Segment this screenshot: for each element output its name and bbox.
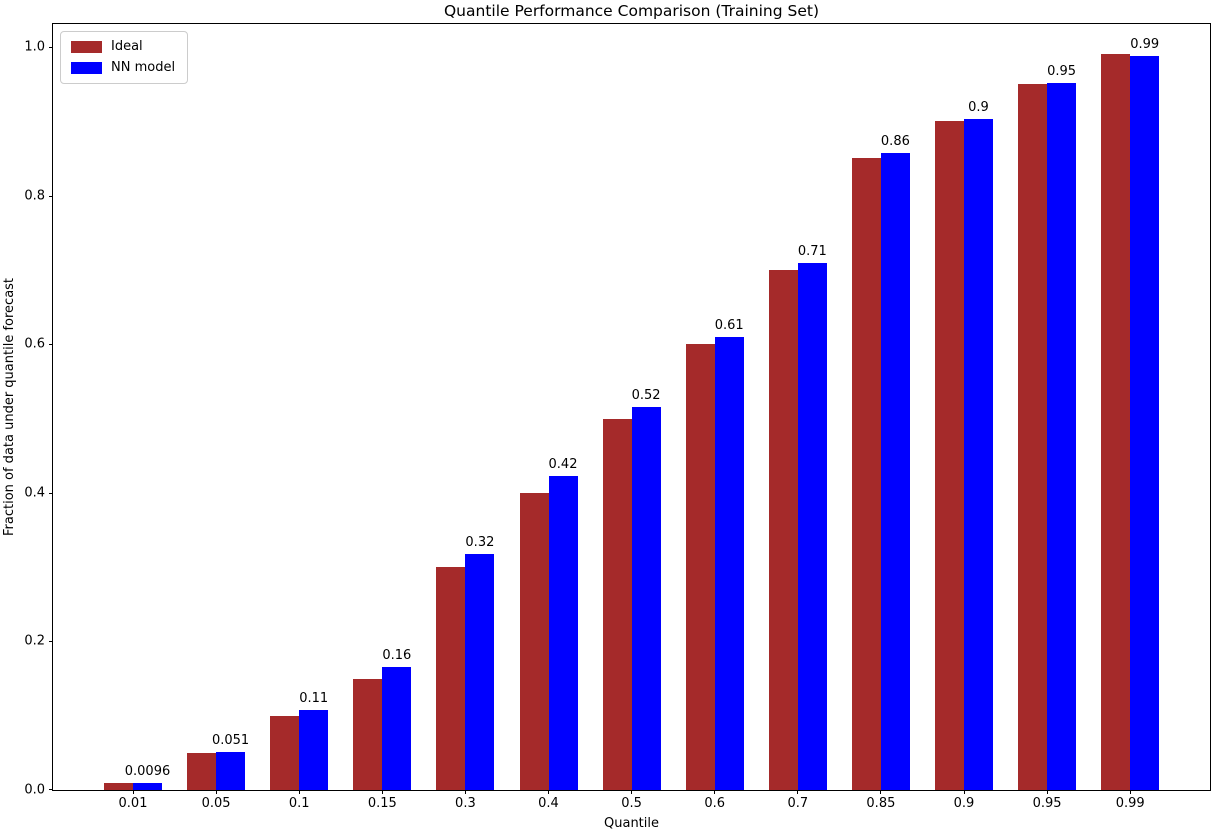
bar-value-label: 0.71 xyxy=(797,244,827,260)
x-axis-label: Quantile xyxy=(604,816,659,831)
bar-value-label: 0.9 xyxy=(968,100,989,116)
y-tick-label: 0.8 xyxy=(24,188,45,204)
x-tick-mark xyxy=(797,790,799,794)
bar-value-label: 0.99 xyxy=(1130,36,1160,52)
bar-ideal-0.9 xyxy=(935,121,964,790)
bar-nn-model-0.99 xyxy=(1130,55,1160,790)
bar-value-label: 0.95 xyxy=(1047,64,1077,80)
y-tick-mark xyxy=(49,789,53,790)
y-tick-mark xyxy=(49,47,53,48)
bar-ideal-0.6 xyxy=(685,344,715,790)
bar-ideal-0.5 xyxy=(602,418,632,790)
bar-ideal-0.3 xyxy=(436,567,466,790)
bar-nn-model-0.05 xyxy=(216,752,246,790)
bar-nn-model-0.4 xyxy=(548,475,578,790)
bar-ideal-0.4 xyxy=(519,492,549,790)
y-tick-label: 0.0 xyxy=(24,782,45,798)
x-tick-label: 0.1 xyxy=(288,796,310,811)
x-tick-label: 0.01 xyxy=(118,796,148,811)
x-tick-label: 0.5 xyxy=(621,796,642,811)
bar-value-label: 0.61 xyxy=(714,317,744,333)
y-tick-mark xyxy=(49,641,53,643)
bar-ideal-0.85 xyxy=(851,158,881,790)
legend-swatch-ideal xyxy=(71,41,102,53)
bar-value-label: 0.86 xyxy=(880,134,910,150)
x-tick-mark xyxy=(381,790,383,794)
x-tick-label: 0.9 xyxy=(953,796,975,811)
chart-title: Quantile Performance Comparison (Trainin… xyxy=(443,2,819,20)
y-tick-mark xyxy=(49,344,53,346)
bar-value-label: 0.16 xyxy=(382,648,412,664)
bar-nn-model-0.9 xyxy=(964,119,993,790)
bar-ideal-0.05 xyxy=(187,752,217,790)
bar-nn-model-0.7 xyxy=(797,263,827,790)
bar-ideal-0.01 xyxy=(104,782,133,790)
y-tick-label: 1.0 xyxy=(24,39,45,55)
x-tick-mark xyxy=(215,790,217,794)
x-tick-mark xyxy=(464,790,466,794)
legend-item-ideal: Ideal xyxy=(71,40,175,54)
legend-label-ideal: Ideal xyxy=(111,39,143,54)
x-tick-mark xyxy=(963,790,965,794)
y-tick-label: 0.4 xyxy=(24,485,45,501)
y-axis-label: Fraction of data under quantile forecast xyxy=(2,277,17,537)
legend-label-nn-model: NN model xyxy=(111,60,176,75)
x-tick-label: 0.4 xyxy=(538,796,559,811)
x-tick-mark xyxy=(1129,790,1131,794)
bar-nn-model-0.95 xyxy=(1047,83,1077,790)
x-tick-mark xyxy=(1046,790,1048,794)
y-tick-mark xyxy=(49,492,53,494)
x-tick-mark xyxy=(880,790,882,794)
bar-value-label: 0.11 xyxy=(299,690,329,706)
bar-value-label: 0.32 xyxy=(465,534,495,550)
x-tick-label: 0.6 xyxy=(704,796,726,811)
bar-ideal-0.15 xyxy=(353,678,383,790)
x-tick-mark xyxy=(298,790,300,794)
x-tick-label: 0.3 xyxy=(455,796,476,811)
plot-area: Ideal NN model 0.0096 0.01 0.051 0.05 0.11 0.… xyxy=(24,23,1211,811)
bar-value-label: 0.0096 xyxy=(124,763,171,779)
bar-ideal-0.1 xyxy=(270,715,300,790)
x-tick-mark xyxy=(132,790,134,794)
bar-nn-model-0.1 xyxy=(299,709,329,790)
y-tick-label: 0.2 xyxy=(24,633,45,649)
bar-ideal-0.95 xyxy=(1018,84,1048,790)
x-tick-label: 0.05 xyxy=(201,796,231,811)
bar-value-label: 0.051 xyxy=(211,733,250,749)
x-tick-label: 0.85 xyxy=(866,796,896,811)
bar-value-label: 0.52 xyxy=(631,388,661,404)
bar-nn-model-0.01 xyxy=(133,782,162,790)
y-tick-label: 0.6 xyxy=(24,336,45,352)
legend-item-nn-model: NN model xyxy=(71,61,175,75)
bar-value-label: 0.42 xyxy=(548,456,578,472)
x-tick-label: 0.15 xyxy=(367,796,397,811)
bar-ideal-0.99 xyxy=(1101,54,1131,790)
x-tick-mark xyxy=(714,790,716,794)
bar-nn-model-0.15 xyxy=(382,667,412,790)
bar-nn-model-0.6 xyxy=(714,336,744,790)
x-tick-label: 0.99 xyxy=(1115,796,1145,811)
x-tick-label: 0.95 xyxy=(1032,796,1062,811)
bar-ideal-0.7 xyxy=(768,269,798,790)
bar-nn-model-0.85 xyxy=(880,153,910,790)
x-tick-mark xyxy=(548,790,549,794)
bar-nn-model-0.3 xyxy=(465,553,495,790)
legend: Ideal NN model xyxy=(60,31,189,84)
x-tick-label: 0.7 xyxy=(787,796,809,811)
bar-nn-model-0.5 xyxy=(631,407,661,790)
x-tick-mark xyxy=(631,790,633,794)
legend-swatch-nn-model xyxy=(71,62,102,74)
y-tick-mark xyxy=(49,195,53,197)
